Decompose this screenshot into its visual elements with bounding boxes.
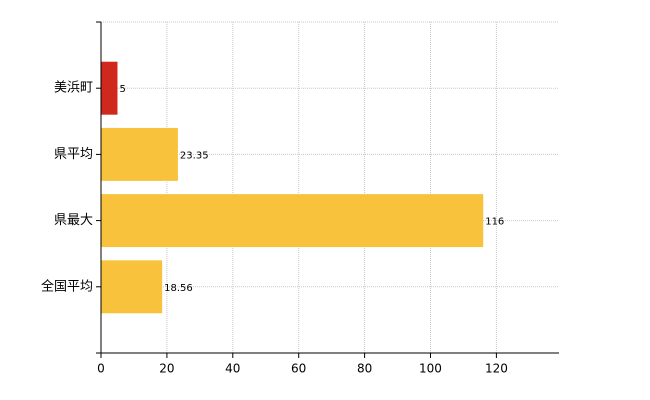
x-tick-label: 0 (97, 362, 105, 376)
x-tick-label: 80 (357, 362, 372, 376)
x-tick-label: 40 (225, 362, 240, 376)
y-tick-label: 全国平均 (41, 278, 93, 294)
bar (101, 194, 484, 248)
x-tick-label: 60 (291, 362, 306, 376)
value-label: 23.35 (180, 150, 209, 161)
bar (101, 260, 163, 314)
value-label: 18.56 (164, 283, 193, 294)
x-tick-label: 20 (159, 362, 174, 376)
y-tick-label: 県平均 (54, 147, 93, 162)
x-tick-label: 120 (485, 362, 508, 376)
y-tick-label: 県最大 (54, 213, 93, 228)
value-label: 116 (485, 217, 504, 228)
bar (101, 127, 178, 181)
value-label: 5 (119, 84, 125, 95)
bar (101, 61, 118, 115)
x-tick-label: 100 (419, 362, 442, 376)
y-tick-label: 美浜町 (54, 81, 93, 96)
